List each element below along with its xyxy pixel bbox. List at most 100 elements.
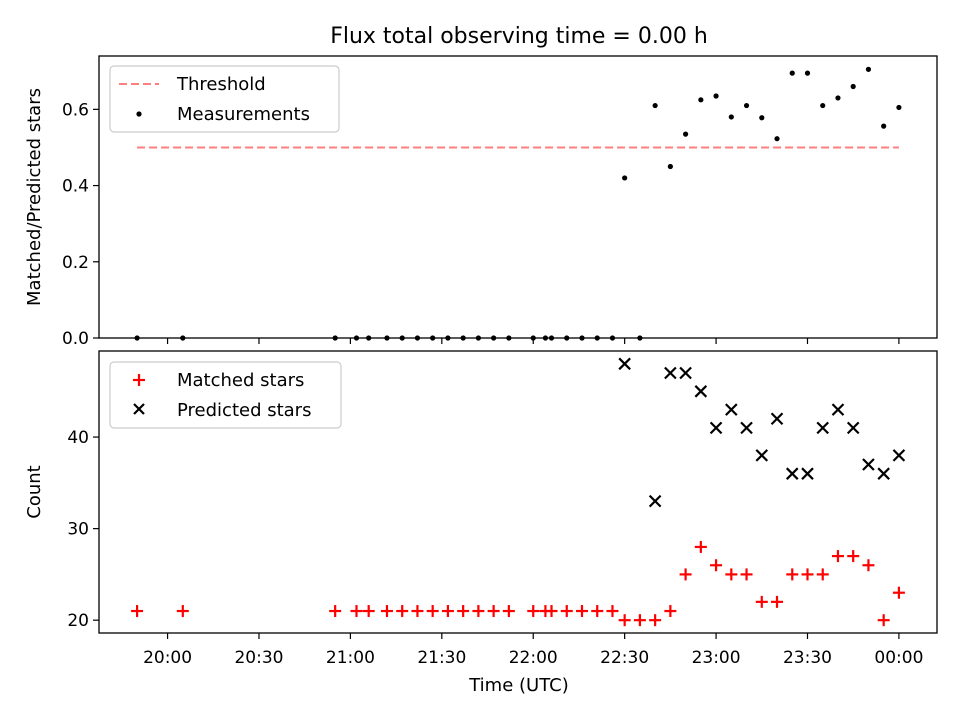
top-x-ticks — [166, 338, 900, 344]
measurement-point — [865, 66, 872, 72]
matched-stars-point — [502, 605, 515, 618]
matched-stars-point — [618, 614, 631, 627]
predicted-stars-point — [892, 449, 906, 462]
measurement-point — [896, 104, 902, 111]
measurement-point — [332, 335, 338, 341]
matched-stars-point — [877, 614, 890, 627]
x-tick-label: 22:00 — [509, 648, 558, 668]
legend-measurements-swatch — [136, 111, 142, 117]
measurement-point — [134, 335, 140, 341]
predicted-stars-point — [648, 494, 662, 508]
measurement-point — [759, 115, 765, 121]
predicted-stars-point — [725, 403, 738, 416]
x-tick-label: 20:30 — [234, 648, 283, 668]
measurement-point — [506, 335, 512, 341]
measurement-point — [530, 335, 536, 341]
matched-stars-point — [725, 568, 738, 581]
measurement-point — [548, 335, 555, 341]
measurement-point — [622, 175, 628, 181]
matched-stars-point — [411, 605, 424, 618]
matched-stars-point — [816, 568, 829, 581]
measurement-point — [820, 102, 826, 109]
measurement-point — [366, 335, 372, 341]
matched-stars-point — [426, 605, 439, 618]
measurement-point — [430, 335, 436, 341]
matched-stars-point — [380, 605, 393, 618]
top-y-tick-label: 0.0 — [62, 329, 89, 349]
top-legend-box — [109, 65, 340, 133]
measurement-point — [667, 163, 673, 170]
legend-predicted-label: Predicted stars — [177, 400, 311, 421]
x-axis-label: Time (UTC) — [468, 675, 569, 696]
predicted-stars-point — [801, 467, 814, 480]
bottom-plot-frame — [98, 350, 938, 634]
matched-stars-point — [740, 568, 753, 581]
top-y-ticks: 0.0 0.2 0.4 0.6 — [62, 100, 99, 349]
predicted-stars-point — [755, 449, 769, 462]
bottom-y-axis-label: Count — [24, 465, 45, 518]
top-plot-marks — [134, 66, 902, 341]
matched-stars-point — [664, 605, 677, 618]
bottom-y-tick-label: 30 — [67, 520, 89, 540]
legend-threshold-label: Threshold — [176, 74, 266, 95]
matched-stars-point — [545, 605, 558, 618]
measurement-point — [594, 335, 600, 341]
matched-stars-point — [472, 605, 485, 618]
predicted-stars-point — [679, 366, 692, 380]
matched-stars-point — [649, 614, 662, 627]
x-tick-label: 21:30 — [417, 648, 466, 668]
predicted-stars-point — [770, 412, 784, 426]
measurement-point — [384, 335, 390, 341]
x-tick-label: 22:30 — [600, 648, 649, 668]
measurement-point — [804, 70, 811, 76]
matched-stars-point — [771, 595, 784, 608]
top-y-tick-label: 0.2 — [62, 253, 89, 273]
chart-title: Flux total observing time = 0.00 h — [330, 24, 708, 49]
matched-stars-point — [396, 605, 409, 618]
matched-stars-point — [831, 550, 844, 563]
matched-stars-point — [560, 605, 573, 618]
measurement-point — [491, 335, 497, 341]
measurement-point — [180, 335, 186, 341]
top-y-axis-label: Matched/Predicted stars — [24, 88, 45, 306]
matched-stars-point — [131, 605, 144, 618]
predicted-stars-point — [831, 403, 845, 416]
predicted-stars-point — [862, 458, 875, 471]
measurement-point — [835, 95, 841, 101]
matched-stars-point — [801, 568, 814, 581]
legend-predicted-swatch — [133, 403, 145, 415]
predicted-stars-point — [877, 467, 890, 480]
bottom-x-ticks: 20:00 20:30 21:00 21:30 22:00 22:30 23:00 23:30… — [143, 633, 923, 668]
measurement-point — [683, 131, 689, 137]
bottom-panel: 20 30 40 20:00 20:30 21:00 21:30 22:00 22:30 23:… — [24, 350, 938, 696]
measurement-point — [713, 93, 719, 99]
x-tick-label: 20:00 — [143, 648, 192, 668]
x-tick-label: 21:00 — [326, 648, 375, 668]
predicted-stars-point — [664, 366, 677, 380]
measurement-point — [542, 335, 549, 341]
matched-stars-point — [755, 595, 768, 608]
measurement-point — [399, 335, 405, 341]
matched-stars-point — [350, 605, 363, 618]
measurement-point — [652, 102, 658, 109]
matched-stars-point — [362, 605, 375, 618]
top-legend: Threshold Measurements — [109, 65, 340, 133]
legend-matched-swatch — [133, 374, 145, 386]
matched-stars-point — [441, 605, 454, 618]
matched-stars-point — [679, 568, 692, 581]
legend-matched-label: Matched stars — [177, 370, 304, 391]
matched-stars-point — [862, 559, 875, 572]
x-tick-label: 23:30 — [783, 648, 832, 668]
predicted-stars-point — [816, 421, 830, 435]
legend-measurements-label: Measurements — [177, 104, 310, 125]
predicted-stars-point — [709, 421, 723, 435]
measurement-point — [414, 335, 421, 341]
matched-stars-point — [329, 605, 342, 618]
measurement-point — [743, 102, 750, 109]
x-tick-label: 23:00 — [692, 648, 741, 668]
predicted-stars-point — [618, 357, 631, 371]
matched-stars-point — [457, 605, 470, 618]
measurement-point — [460, 335, 466, 341]
measurement-point — [609, 335, 616, 341]
